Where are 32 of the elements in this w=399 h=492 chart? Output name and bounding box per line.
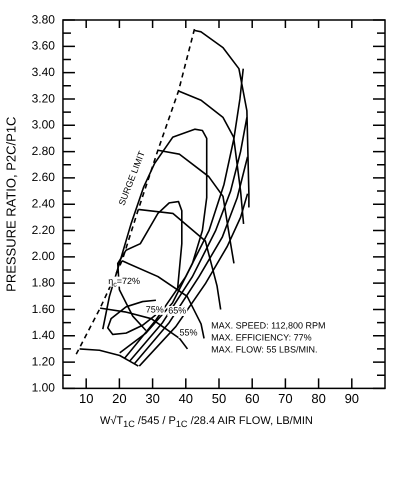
annotation: MAX. FLOW: 55 LBS/MIN. — [211, 344, 318, 354]
x-axis-title: W√T$_{1C}$ /545 / P$_{1C}$ /28.4 AIR FLOW, LB/MIN — [100, 415, 314, 430]
y-tick-label: 3.20 — [32, 91, 56, 106]
y-tick-label: 1.20 — [32, 354, 56, 368]
y-tick-label: 3.40 — [32, 64, 56, 79]
annotation: 55% — [180, 328, 198, 338]
y-tick-label: 2.80 — [32, 144, 56, 158]
y-tick-label: 3.80 — [32, 12, 56, 26]
y-tick-label: 2.20 — [32, 222, 56, 237]
annotation: MAX. SPEED: 112,800 RPM — [211, 320, 326, 330]
annotation: MAX. EFFICIENCY: 77% — [211, 332, 312, 342]
x-tick-label: 30 — [145, 390, 160, 406]
x-tick-label: 10 — [78, 390, 94, 406]
x-tick-label: 50 — [212, 390, 226, 406]
annotation: 75% — [146, 304, 164, 314]
y-tick-label: 1.60 — [32, 302, 56, 316]
y-tick-label: 1.40 — [32, 328, 56, 342]
annotation: 65% — [168, 306, 186, 316]
y-tick-label: 3.00 — [32, 118, 56, 132]
y-tick-label: 1.80 — [32, 275, 56, 290]
x-tick-label: 80 — [311, 390, 326, 406]
y-tick-label: 1.00 — [32, 380, 56, 395]
y-tick-label: 3.60 — [32, 38, 56, 53]
x-tick-label: 60 — [244, 390, 260, 406]
x-tick-label: 90 — [344, 390, 360, 406]
x-tick-label: 20 — [112, 390, 127, 406]
x-tick-label: 70 — [278, 390, 293, 406]
y-axis-title: PRESSURE RATIO, P2C/P1C — [3, 116, 18, 292]
y-tick-label: 2.00 — [32, 249, 56, 264]
x-tick-label: 40 — [178, 390, 194, 406]
y-tick-label: 2.60 — [32, 170, 56, 184]
y-tick-label: 2.40 — [32, 196, 56, 211]
